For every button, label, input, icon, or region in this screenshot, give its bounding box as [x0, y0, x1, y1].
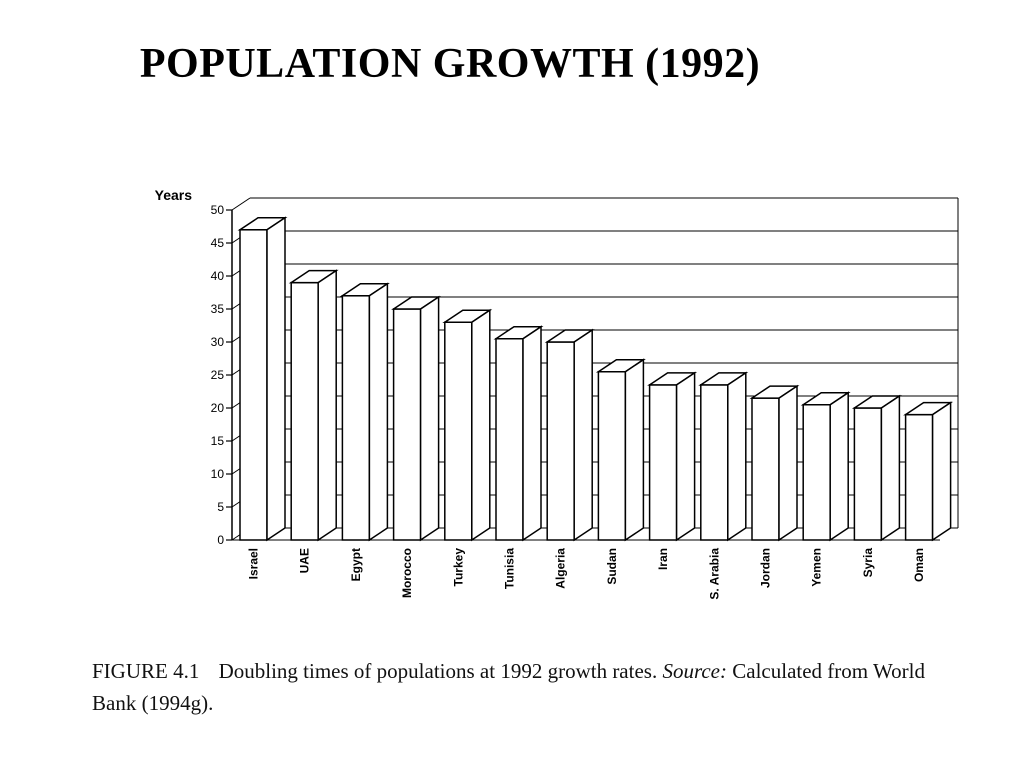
- y-tick-label: 5: [217, 500, 224, 514]
- figure-caption: FIGURE 4.1 Doubling times of populations…: [92, 655, 972, 719]
- x-tick-label: Yemen: [810, 548, 824, 587]
- bar-front: [853, 407, 883, 541]
- caption-label: FIGURE 4.1: [92, 659, 200, 683]
- bar: [851, 394, 902, 542]
- gridline-diag: [231, 197, 251, 211]
- bar-front: [392, 308, 422, 541]
- bar-side: [522, 325, 542, 542]
- x-tick-label: Syria: [861, 548, 875, 578]
- x-tick-label: UAE: [298, 548, 312, 573]
- bars-group: [237, 216, 954, 542]
- y-tick-label: 0: [217, 533, 224, 547]
- x-tick-label: Oman: [912, 548, 926, 582]
- bar-side: [880, 394, 901, 542]
- x-tick-label: Tunisia: [503, 548, 517, 589]
- bar-front: [239, 229, 268, 541]
- caption-source-label: Source:: [662, 659, 727, 683]
- slide-title: POPULATION GROWTH (1992): [139, 41, 761, 87]
- bar: [442, 308, 493, 542]
- bar-side: [624, 358, 645, 542]
- bar-side: [419, 295, 440, 542]
- bar-side: [778, 384, 798, 542]
- y-tick-label: 25: [211, 368, 225, 382]
- bar: [391, 295, 442, 542]
- bar: [493, 325, 544, 542]
- bar: [288, 269, 339, 542]
- bar: [595, 358, 646, 542]
- bar: [903, 401, 954, 542]
- bar-front: [802, 403, 831, 541]
- x-tick-label: Morocco: [400, 548, 414, 598]
- bar: [237, 216, 288, 542]
- bar-side: [266, 216, 286, 542]
- bar-front: [597, 370, 627, 541]
- x-tick-label: Egypt: [349, 548, 363, 581]
- caption-text: Doubling times of populations at 1992 gr…: [218, 659, 658, 683]
- y-tick-label: 10: [211, 467, 225, 481]
- bar-side: [317, 269, 337, 542]
- bar-side: [931, 401, 952, 542]
- bar-front: [290, 281, 319, 541]
- y-tick-label: 50: [211, 203, 225, 217]
- bar-side: [368, 282, 389, 542]
- bar: [339, 282, 390, 542]
- y-tick-label: 30: [211, 335, 225, 349]
- bar: [749, 384, 800, 542]
- y-tick-label: 15: [211, 434, 225, 448]
- bar-side: [829, 391, 849, 542]
- bar: [647, 371, 698, 542]
- y-tick-label: 35: [211, 302, 225, 316]
- x-tick-label: Jordan: [759, 548, 773, 588]
- bar-side: [675, 371, 696, 542]
- bar-chart: 0 5 10 15 20 25 30 35 40 45 50 Years Israel UAE Egypt…: [155, 187, 959, 600]
- bar-front: [444, 321, 473, 541]
- bar-side: [471, 308, 491, 542]
- bar: [698, 371, 749, 542]
- bar: [800, 391, 851, 542]
- bar-front: [341, 295, 371, 541]
- x-axis-labels: Israel UAE Egypt Morocco Turkey Tunisia Algeri…: [247, 548, 927, 600]
- y-tick-label: 20: [211, 401, 225, 415]
- bar: [544, 328, 595, 542]
- bar-side: [727, 371, 747, 542]
- bar-front: [546, 341, 575, 541]
- y-tick-label: 40: [211, 269, 225, 283]
- y-axis-title: Years: [155, 187, 193, 203]
- bar-side: [573, 328, 593, 542]
- chart-gridlines: [231, 197, 959, 541]
- bar-front: [904, 413, 934, 541]
- x-tick-label: Turkey: [451, 548, 465, 587]
- bar-front: [495, 337, 524, 541]
- bar-front: [700, 384, 729, 541]
- caption-source-text: Calculated from World Bank (1994g).: [92, 659, 925, 715]
- x-tick-label: Sudan: [605, 548, 619, 585]
- x-tick-label: Algeria: [554, 548, 568, 589]
- y-tick-label: 45: [211, 236, 225, 250]
- x-tick-label: S. Arabia: [707, 548, 721, 600]
- bar-front: [751, 397, 780, 541]
- x-tick-label: Israel: [247, 548, 261, 579]
- x-tick-label: Iran: [656, 548, 670, 570]
- bar-front: [648, 384, 678, 541]
